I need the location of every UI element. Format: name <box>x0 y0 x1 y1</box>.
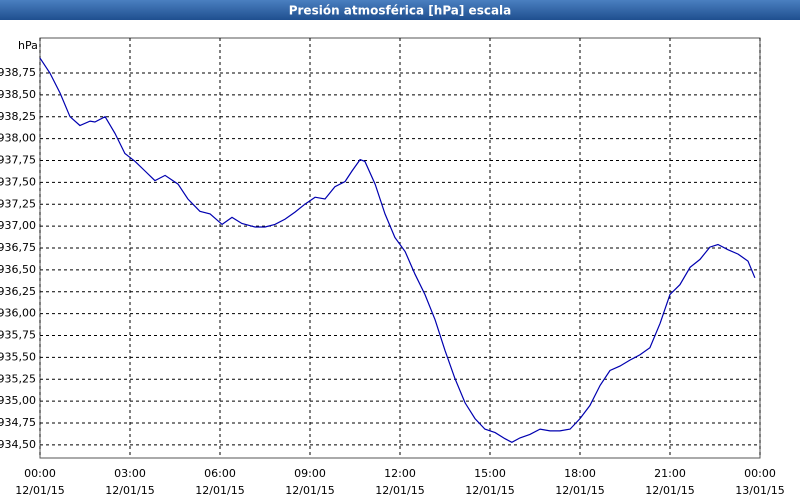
y-tick-label: 938,25 <box>0 110 36 123</box>
y-tick-label: 935,00 <box>0 394 36 407</box>
y-tick-label: 938,75 <box>0 66 36 79</box>
x-tick-label: 00:00 <box>24 467 56 480</box>
x-tick-date: 12/01/15 <box>375 484 424 497</box>
y-tick-label: 935,75 <box>0 329 36 342</box>
y-tick-label: 937,75 <box>0 154 36 167</box>
y-tick-label: 938,50 <box>0 88 36 101</box>
x-tick-date: 12/01/15 <box>285 484 334 497</box>
x-tick-label: 09:00 <box>294 467 326 480</box>
y-tick-label: 935,50 <box>0 350 36 363</box>
y-tick-label: 935,25 <box>0 372 36 385</box>
chart-title: Presión atmosférica [hPa] escala <box>289 4 512 18</box>
x-tick-label: 12:00 <box>384 467 416 480</box>
x-tick-date: 12/01/15 <box>465 484 514 497</box>
y-tick-label: 936,25 <box>0 285 36 298</box>
y-unit: hPa <box>18 39 38 52</box>
y-tick-label: 936,00 <box>0 307 36 320</box>
y-tick-label: 936,50 <box>0 263 36 276</box>
x-tick-label: 15:00 <box>474 467 506 480</box>
y-tick-label: 934,75 <box>0 416 36 429</box>
y-tick-label: 936,75 <box>0 241 36 254</box>
y-tick-label: 937,50 <box>0 175 36 188</box>
x-tick-date: 12/01/15 <box>555 484 604 497</box>
x-tick-label: 18:00 <box>564 467 596 480</box>
x-tick-date: 12/01/15 <box>645 484 694 497</box>
x-tick-date: 13/01/15 <box>735 484 784 497</box>
x-tick-date: 12/01/15 <box>15 484 64 497</box>
y-tick-label: 937,00 <box>0 219 36 232</box>
x-tick-date: 12/01/15 <box>195 484 244 497</box>
y-tick-label: 937,25 <box>0 197 36 210</box>
x-tick-label: 06:00 <box>204 467 236 480</box>
x-tick-label: 03:00 <box>114 467 146 480</box>
title-bar <box>0 0 800 20</box>
data-line <box>39 57 756 443</box>
y-tick-label: 938,00 <box>0 132 36 145</box>
x-tick-date: 12/01/15 <box>105 484 154 497</box>
y-tick-label: 934,50 <box>0 438 36 451</box>
x-tick-label: 21:00 <box>654 467 686 480</box>
x-tick-label: 00:00 <box>744 467 776 480</box>
